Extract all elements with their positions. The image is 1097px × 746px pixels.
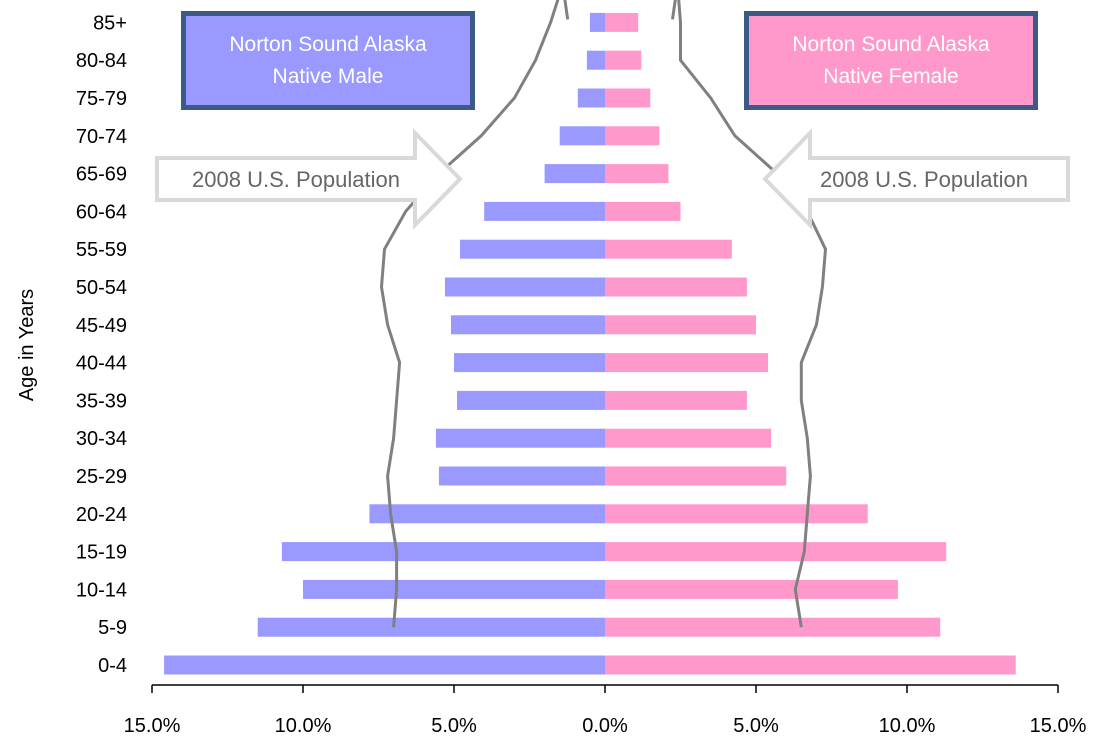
arrow-right-label: 2008 U.S. Population	[820, 167, 1028, 192]
female-bar-55-59	[605, 239, 732, 259]
us-population-arrow-right: 2008 U.S. Population	[762, 128, 1070, 230]
male-bar-0-4	[164, 655, 605, 675]
male-bar-65-69	[544, 164, 605, 184]
category-label-40-44: 40-44	[76, 353, 127, 375]
us-population-line-right	[671, 0, 828, 628]
female-bar-35-39	[605, 390, 747, 410]
female-bar-40-44	[605, 353, 769, 373]
category-label-85+: 85+	[93, 12, 127, 34]
category-label-70-74: 70-74	[76, 126, 127, 148]
category-label-5-9: 5-9	[98, 617, 127, 639]
x-tick-label: 10.0%	[879, 715, 936, 737]
legend-female: Norton Sound Alaska Native Female	[744, 11, 1038, 110]
male-bar-30-34	[435, 428, 605, 448]
category-label-35-39: 35-39	[76, 390, 127, 412]
arrow-right-shape	[762, 128, 1070, 230]
male-bar-75-79	[577, 88, 605, 108]
female-bar-15-19	[605, 542, 947, 562]
category-label-25-29: 25-29	[76, 466, 127, 488]
legend-male-line2: Native Male	[272, 64, 384, 88]
category-label-65-69: 65-69	[76, 164, 127, 186]
male-bar-10-14	[303, 579, 605, 599]
x-tick-label: 5.0%	[431, 715, 477, 737]
female-bar-10-14	[605, 579, 898, 599]
x-tick-label: 5.0%	[733, 715, 779, 737]
x-tick-label: 10.0%	[275, 715, 332, 737]
female-bar-0-4	[605, 655, 1016, 675]
category-label-0-4: 0-4	[98, 655, 127, 677]
category-label-60-64: 60-64	[76, 201, 127, 223]
male-bar-55-59	[460, 239, 605, 259]
arrow-left-label: 2008 U.S. Population	[192, 167, 400, 192]
female-bar-5-9	[605, 617, 941, 637]
reference-lines-group	[379, 0, 828, 628]
category-label-30-34: 30-34	[76, 428, 127, 450]
legend-female-line2: Native Female	[823, 64, 959, 88]
female-bar-65-69	[605, 164, 669, 184]
category-label-15-19: 15-19	[76, 542, 127, 564]
female-bar-25-29	[605, 466, 787, 486]
male-bar-50-54	[444, 277, 605, 297]
female-bar-70-74	[605, 126, 660, 146]
category-label-55-59: 55-59	[76, 239, 127, 261]
female-bar-45-49	[605, 315, 756, 335]
category-label-20-24: 20-24	[76, 504, 127, 526]
male-bar-60-64	[484, 201, 605, 221]
bars-group	[164, 12, 1016, 675]
female-bar-80-84	[605, 50, 642, 70]
arrow-left-shape	[155, 128, 463, 230]
male-bar-40-44	[454, 353, 605, 373]
legend-female-line1: Norton Sound Alaska	[792, 32, 990, 56]
male-bar-80-84	[586, 50, 605, 70]
legend-male-line1: Norton Sound Alaska	[229, 32, 427, 56]
x-tick-label: 15.0%	[1030, 715, 1087, 737]
male-bar-45-49	[450, 315, 605, 335]
male-bar-15-19	[281, 542, 605, 562]
legend-male: Norton Sound Alaska Native Male	[181, 11, 475, 110]
female-bar-85+	[605, 12, 639, 32]
category-label-75-79: 75-79	[76, 88, 127, 110]
x-axis: 15.0% 10.0% 5.0% 0.0% 5.0% 10.0% 15.0%	[124, 684, 1087, 737]
female-bar-60-64	[605, 201, 681, 221]
category-label-80-84: 80-84	[76, 50, 127, 72]
female-bar-20-24	[605, 504, 868, 524]
male-bar-85+	[589, 12, 605, 32]
x-tick-label: 15.0%	[124, 715, 181, 737]
x-tick-label: 0.0%	[582, 715, 628, 737]
category-label-10-14: 10-14	[76, 579, 127, 601]
female-bar-50-54	[605, 277, 747, 297]
us-population-arrow-left: 2008 U.S. Population	[155, 128, 463, 230]
us-population-line-left	[379, 0, 570, 628]
female-bar-30-34	[605, 428, 772, 448]
male-bar-25-29	[438, 466, 605, 486]
category-label-45-49: 45-49	[76, 315, 127, 337]
male-bar-35-39	[457, 390, 605, 410]
category-labels-group: 0-4 5-9 10-14 15-19 20-24 25-29 30-34 35-39 40-4…	[76, 12, 127, 677]
male-bar-70-74	[559, 126, 605, 146]
y-axis-label: Age in Years	[16, 289, 38, 401]
category-label-50-54: 50-54	[76, 277, 127, 299]
male-bar-5-9	[257, 617, 605, 637]
female-bar-75-79	[605, 88, 651, 108]
male-bar-20-24	[369, 504, 605, 524]
